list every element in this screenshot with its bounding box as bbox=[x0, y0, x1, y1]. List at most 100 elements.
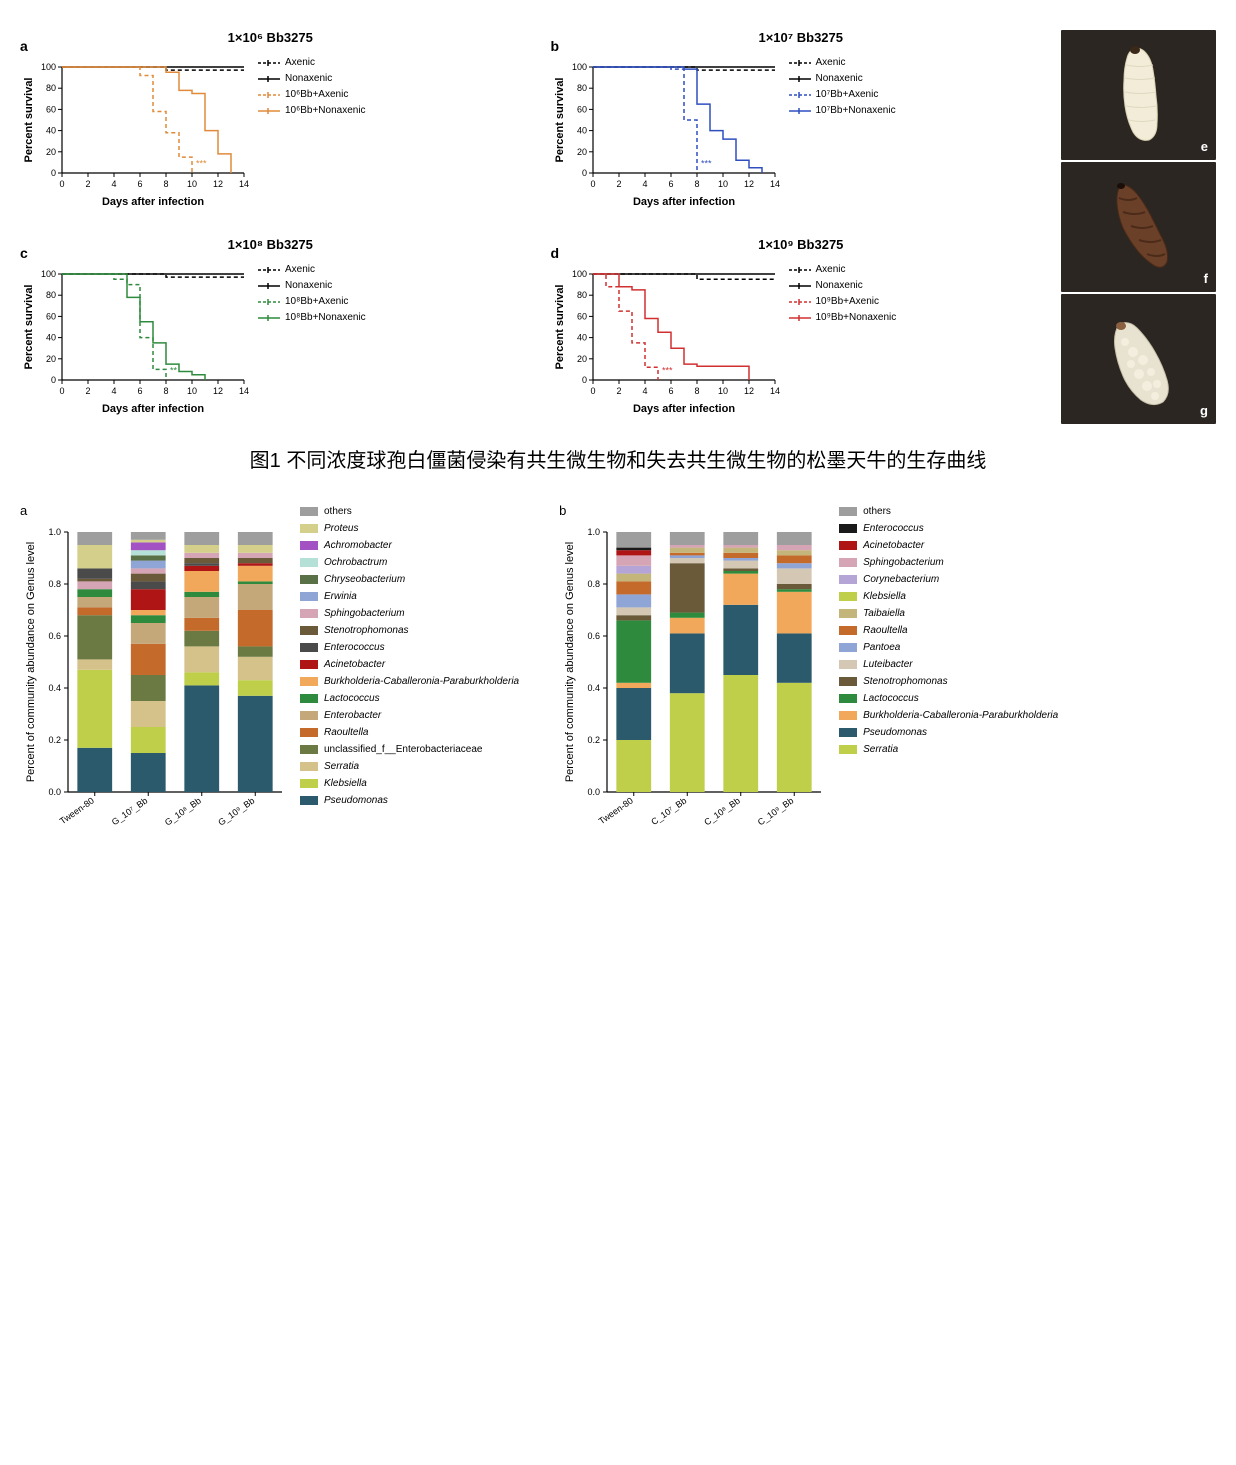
chart-title-b: 1×10⁷ Bb3275 bbox=[551, 30, 1052, 45]
legend-text: 10⁶Bb+Axenic bbox=[285, 87, 348, 103]
svg-text:40: 40 bbox=[46, 126, 56, 136]
bar-segment bbox=[616, 607, 651, 615]
svg-text:12: 12 bbox=[213, 386, 223, 396]
legend-row: Burkholderia-Caballeronia-Paraburkholder… bbox=[839, 707, 1058, 724]
legend-row: 10⁶Bb+Axenic bbox=[258, 87, 366, 103]
bar-segment bbox=[616, 550, 651, 555]
svg-text:Days after infection: Days after infection bbox=[632, 196, 734, 208]
photo-f: f bbox=[1061, 162, 1216, 292]
legend-text: Nonaxenic bbox=[816, 278, 863, 294]
bar-segment bbox=[131, 623, 166, 644]
panel-b-label: b bbox=[559, 503, 829, 518]
bar-segment bbox=[616, 548, 651, 551]
bar-segment bbox=[723, 675, 758, 792]
bar-segment bbox=[77, 589, 112, 597]
legend-name: Klebsiella bbox=[863, 588, 906, 605]
svg-text:60: 60 bbox=[46, 104, 56, 114]
legend-row: Raoultella bbox=[300, 724, 519, 741]
stacked-panel-b: b 0.00.20.40.60.81.0Percent of community… bbox=[559, 503, 1058, 867]
legend-swatch bbox=[300, 541, 318, 550]
legend-swatch bbox=[300, 694, 318, 703]
legend-swatch bbox=[300, 609, 318, 618]
svg-text:0.4: 0.4 bbox=[588, 683, 601, 693]
chart-title-c: 1×10⁸ Bb3275 bbox=[20, 237, 521, 252]
larva-e-svg bbox=[1061, 30, 1216, 160]
legend-row: Acinetobacter bbox=[839, 537, 1058, 554]
survival-panel-c: c 1×10⁸ Bb3275 02040608010002468101214Pe… bbox=[20, 237, 521, 424]
legend-text: 10⁹Bb+Nonaxenic bbox=[816, 310, 897, 326]
svg-text:Tween-80: Tween-80 bbox=[58, 795, 96, 826]
legend-name: Stenotrophomonas bbox=[324, 622, 409, 639]
legend-swatch bbox=[839, 524, 857, 533]
bar-segment bbox=[131, 542, 166, 550]
survival-grid: a 1×10⁶ Bb3275 02040608010002468101214Pe… bbox=[20, 30, 1051, 424]
svg-text:80: 80 bbox=[46, 83, 56, 93]
bar-segment bbox=[238, 553, 273, 558]
photo-g: g bbox=[1061, 294, 1216, 424]
legend-text: Axenic bbox=[816, 262, 846, 278]
svg-text:10: 10 bbox=[187, 179, 197, 189]
bar-segment bbox=[616, 615, 651, 620]
svg-text:100: 100 bbox=[41, 269, 56, 279]
svg-text:2: 2 bbox=[85, 179, 90, 189]
svg-text:100: 100 bbox=[571, 269, 586, 279]
svg-text:2: 2 bbox=[85, 386, 90, 396]
legend-name: Enterococcus bbox=[324, 639, 385, 656]
svg-text:8: 8 bbox=[694, 386, 699, 396]
svg-text:0.4: 0.4 bbox=[48, 683, 61, 693]
bar-segment bbox=[184, 646, 219, 672]
svg-text:0: 0 bbox=[51, 375, 56, 385]
svg-text:C_10⁹_Bb: C_10⁹_Bb bbox=[756, 795, 796, 827]
legend-name: Serratia bbox=[863, 741, 898, 758]
svg-text:Percent survival: Percent survival bbox=[554, 285, 566, 370]
bar-segment bbox=[184, 553, 219, 558]
svg-text:G_10⁷_Bb: G_10⁷_Bb bbox=[110, 795, 150, 827]
svg-text:0.8: 0.8 bbox=[588, 579, 601, 589]
bar-segment bbox=[77, 607, 112, 615]
svg-text:0.0: 0.0 bbox=[48, 787, 61, 797]
bar-segment bbox=[131, 727, 166, 753]
legend-row: Klebsiella bbox=[839, 588, 1058, 605]
bar-segment bbox=[238, 646, 273, 656]
svg-text:80: 80 bbox=[576, 290, 586, 300]
legend-row: Nonaxenic bbox=[258, 71, 366, 87]
svg-text:0.6: 0.6 bbox=[588, 631, 601, 641]
legend-name: Lactococcus bbox=[863, 690, 919, 707]
legend-name: Burkholderia-Caballeronia-Paraburkholder… bbox=[863, 707, 1058, 724]
legend-row: Nonaxenic bbox=[258, 278, 366, 294]
legend-name: Enterococcus bbox=[863, 520, 924, 537]
bar-segment bbox=[131, 615, 166, 623]
figure1-caption: 图1 不同浓度球孢白僵菌侵染有共生微生物和失去共生微生物的松墨天牛的生存曲线 bbox=[20, 444, 1216, 473]
bar-segment bbox=[184, 532, 219, 545]
svg-text:10: 10 bbox=[717, 386, 727, 396]
svg-text:80: 80 bbox=[576, 83, 586, 93]
bar-segment bbox=[616, 555, 651, 565]
legend-swatch bbox=[300, 626, 318, 635]
legend-swatch bbox=[300, 677, 318, 686]
bar-segment bbox=[184, 566, 219, 571]
bar-segment bbox=[238, 545, 273, 553]
legend-swatch bbox=[839, 745, 857, 754]
legend-row: 10⁹Bb+Axenic bbox=[789, 294, 897, 310]
bar-segment bbox=[77, 568, 112, 578]
svg-text:6: 6 bbox=[137, 386, 142, 396]
chart-title-a: 1×10⁶ Bb3275 bbox=[20, 30, 521, 45]
legend-name: Luteibacter bbox=[863, 656, 912, 673]
legend-row: Nonaxenic bbox=[789, 71, 896, 87]
panel-label-c: c bbox=[20, 245, 28, 261]
bar-segment bbox=[723, 571, 758, 574]
legend-row: Klebsiella bbox=[300, 775, 519, 792]
legend-row: Axenic bbox=[789, 55, 896, 71]
survival-chart-a: 02040608010002468101214Percent survivalD… bbox=[20, 49, 250, 209]
bar-segment bbox=[238, 558, 273, 563]
panel-label-d: d bbox=[551, 245, 560, 261]
bar-segment bbox=[616, 532, 651, 548]
bar-segment bbox=[777, 532, 812, 545]
legend-name: others bbox=[863, 503, 891, 520]
legend-swatch bbox=[839, 660, 857, 669]
legend-name: Erwinia bbox=[324, 588, 357, 605]
bar-segment bbox=[616, 574, 651, 582]
bar-segment bbox=[131, 581, 166, 589]
svg-text:8: 8 bbox=[163, 179, 168, 189]
legend-text: Axenic bbox=[285, 262, 315, 278]
